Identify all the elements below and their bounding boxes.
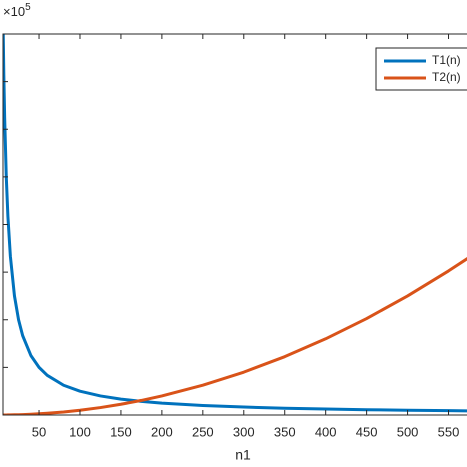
x-tick-label: 200 <box>151 424 173 439</box>
y-exponent: ×105 <box>3 2 31 20</box>
legend-label: T2(n) <box>432 70 461 84</box>
plot-background <box>3 34 467 415</box>
series-line <box>3 34 467 413</box>
y-exponent-base: ×10 <box>3 4 25 19</box>
legend-label: T1(n) <box>432 53 461 67</box>
x-tick-label: 50 <box>32 424 46 439</box>
x-tick-label: 250 <box>192 424 214 439</box>
x-tick-label: 450 <box>356 424 378 439</box>
x-tick-label: 550 <box>438 424 460 439</box>
x-axis-label: n1 <box>235 447 251 463</box>
x-tick-label: 300 <box>233 424 255 439</box>
x-tick-label: 150 <box>110 424 132 439</box>
legend-box <box>375 47 467 91</box>
axes-box <box>2 33 467 416</box>
x-tick-label: 500 <box>397 424 419 439</box>
x-tick-label: 100 <box>69 424 91 439</box>
x-tick-label: 350 <box>274 424 296 439</box>
x-tick-label: 400 <box>315 424 337 439</box>
y-exponent-power: 5 <box>25 2 31 13</box>
